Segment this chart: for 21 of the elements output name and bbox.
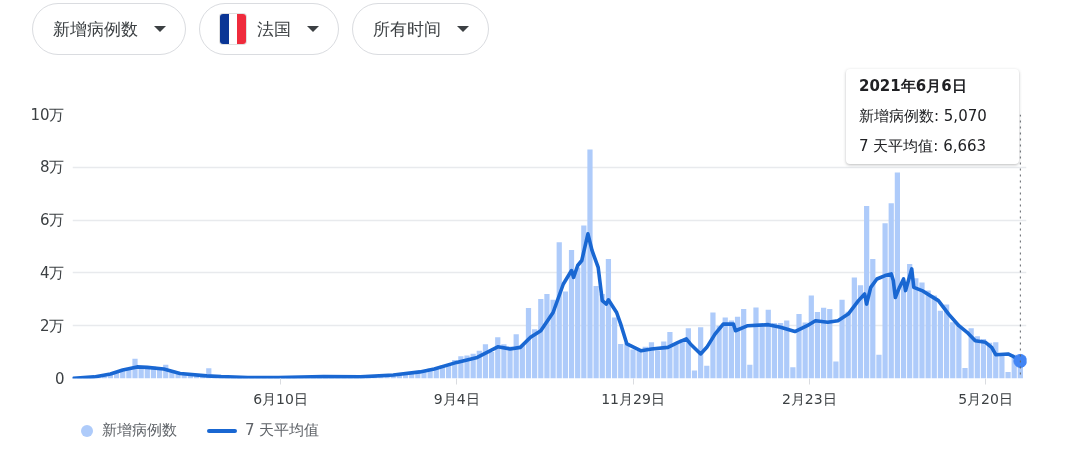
y-tick-label: 10万 xyxy=(30,105,65,124)
control-dropdown: 所有时间 xyxy=(352,3,489,55)
control-dropdown: 新增病例数 xyxy=(32,3,186,55)
legend-label: 新增病例数 xyxy=(102,420,177,442)
tooltip-line: 新增病例数: 5,070 xyxy=(859,106,988,127)
x-tick-label: 2月23日 xyxy=(781,390,837,407)
x-tick-label: 6月10日 xyxy=(253,390,308,407)
tooltip-line: 7 天平均值: 6,663 xyxy=(859,136,988,157)
control-dropdown: 法国 xyxy=(199,3,339,55)
tooltip-line: 2021年6月6日 xyxy=(859,76,968,97)
x-tick-label: 5月20日 xyxy=(958,390,1013,407)
legend-label: 7 天平均值 xyxy=(245,420,320,442)
y-tick-label: 6万 xyxy=(39,211,65,230)
y-tick-label: 8万 xyxy=(39,158,65,177)
y-tick-label: 0 xyxy=(54,369,65,388)
legend-item: 7 天平均值 xyxy=(207,420,320,442)
y-tick-label: 2万 xyxy=(39,316,65,335)
x-tick-label: 9月4日 xyxy=(433,390,480,407)
x-tick-label: 11月29日 xyxy=(601,390,665,407)
y-tick-label: 4万 xyxy=(39,263,65,282)
legend-item: 新增病例数 xyxy=(72,420,177,442)
